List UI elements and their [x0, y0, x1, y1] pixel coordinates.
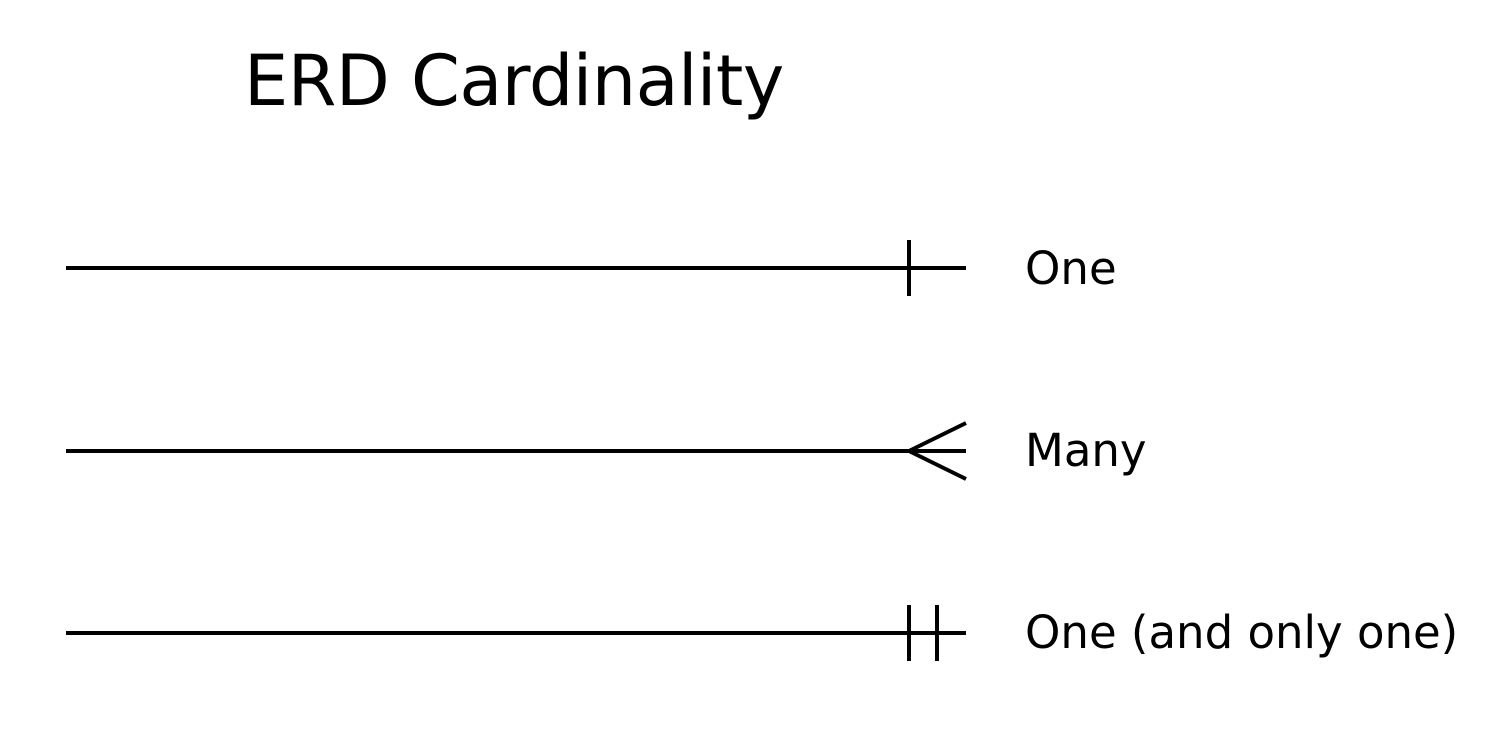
- cardinality-many: [66, 421, 967, 481]
- crow-foot-lower: [908, 449, 967, 481]
- label-one: One: [1025, 242, 1117, 295]
- cardinality-one-and-only-one: [66, 605, 966, 661]
- label-many: Many: [1025, 424, 1147, 477]
- cardinality-one: [66, 240, 966, 296]
- crow-foot-upper: [908, 421, 967, 453]
- label-one-and-only-one: One (and only one): [1025, 606, 1459, 659]
- page-title: ERD Cardinality: [244, 40, 784, 122]
